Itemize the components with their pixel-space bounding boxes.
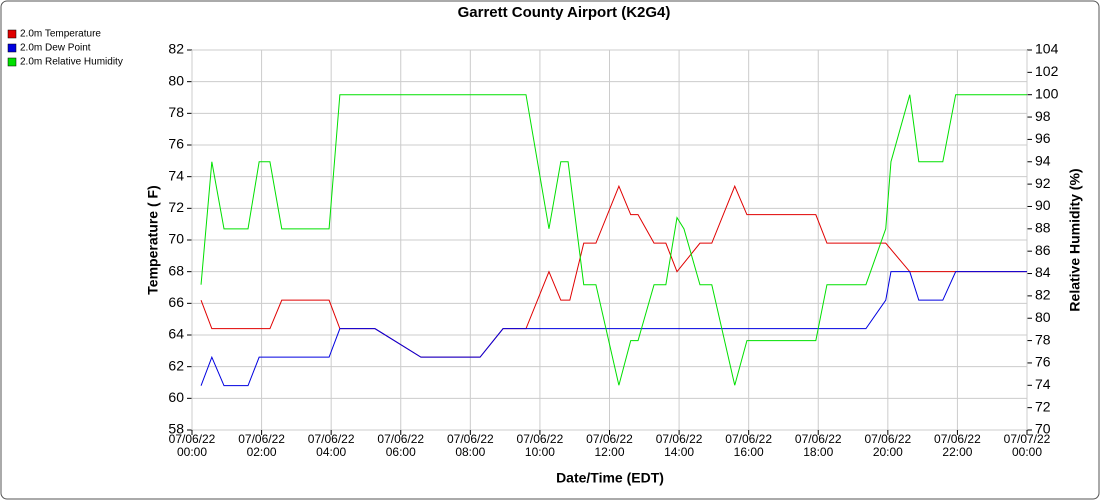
- series-line: [200, 271, 1027, 387]
- legend-label: 2.0m Relative Humidity: [20, 57, 123, 68]
- y2-axis-label: Relative Humidity (%): [1067, 168, 1083, 311]
- y2-tick-label: 72: [1035, 398, 1051, 414]
- y2-tick-label: 80: [1035, 309, 1051, 325]
- x-tick-label: 07/06/22 08:00: [446, 432, 494, 459]
- y2-tick-label: 98: [1035, 108, 1051, 124]
- y2-tick-label: 78: [1035, 331, 1051, 347]
- y-tick-label: 80: [168, 72, 184, 88]
- y-tick-label: 62: [168, 357, 184, 373]
- series-line: [200, 94, 1027, 386]
- y2-tick-label: 70: [1035, 421, 1051, 437]
- y-tick-label: 64: [168, 326, 184, 342]
- x-tick-label: 07/06/22 14:00: [655, 432, 703, 459]
- y-tick-label: 68: [168, 262, 184, 278]
- y-tick-label: 72: [168, 199, 184, 215]
- x-tick-label: 07/06/22 02:00: [238, 432, 285, 459]
- y2-tick-label: 84: [1035, 264, 1051, 280]
- y-tick-label: 70: [168, 231, 184, 247]
- y-tick-label: 74: [168, 167, 184, 183]
- legend-label: 2.0m Temperature: [20, 29, 101, 40]
- legend-swatch: [7, 29, 17, 39]
- x-tick-label: 07/06/22 20:00: [864, 432, 912, 459]
- x-tick-label: 07/06/22 16:00: [725, 432, 773, 459]
- y2-tick-label: 82: [1035, 287, 1051, 303]
- x-tick-label: 07/06/22 18:00: [794, 432, 842, 459]
- y2-tick-label: 96: [1035, 130, 1051, 146]
- chart-title: Garrett County Airport (K2G4): [458, 4, 671, 21]
- y2-tick-label: 94: [1035, 152, 1051, 168]
- legend-swatch: [7, 57, 17, 67]
- y-tick-label: 82: [168, 41, 184, 57]
- x-tick-label: 07/06/22 22:00: [934, 432, 981, 459]
- x-tick-label: 07/06/22 06:00: [377, 432, 425, 459]
- y2-tick-label: 88: [1035, 220, 1051, 236]
- x-tick-label: 07/07/22 00:00: [1003, 432, 1051, 459]
- y-tick-label: 60: [168, 389, 184, 405]
- y-axis-label: Temperature ( F): [145, 185, 161, 294]
- y-tick-label: 58: [168, 421, 184, 437]
- x-axis-label: Date/Time (EDT): [556, 470, 664, 486]
- y2-tick-label: 74: [1035, 376, 1051, 392]
- x-tick-label: 07/06/22 12:00: [586, 432, 633, 459]
- x-tick-label: 07/06/22 10:00: [516, 432, 564, 459]
- x-tick-label: 07/06/22 00:00: [168, 432, 216, 459]
- y2-tick-label: 102: [1035, 63, 1059, 79]
- y-tick-label: 66: [168, 294, 184, 310]
- y2-tick-label: 90: [1035, 197, 1051, 213]
- y2-tick-label: 76: [1035, 354, 1051, 370]
- y2-tick-label: 100: [1035, 85, 1059, 101]
- y2-tick-label: 86: [1035, 242, 1051, 258]
- y2-tick-label: 92: [1035, 175, 1051, 191]
- legend-label: 2.0m Dew Point: [20, 43, 91, 54]
- y-tick-label: 76: [168, 136, 184, 152]
- legend-swatch: [7, 43, 17, 53]
- x-tick-label: 07/06/22 04:00: [307, 432, 355, 459]
- y-tick-label: 78: [168, 104, 184, 120]
- series-line: [200, 184, 1027, 358]
- y2-tick-label: 104: [1035, 41, 1059, 57]
